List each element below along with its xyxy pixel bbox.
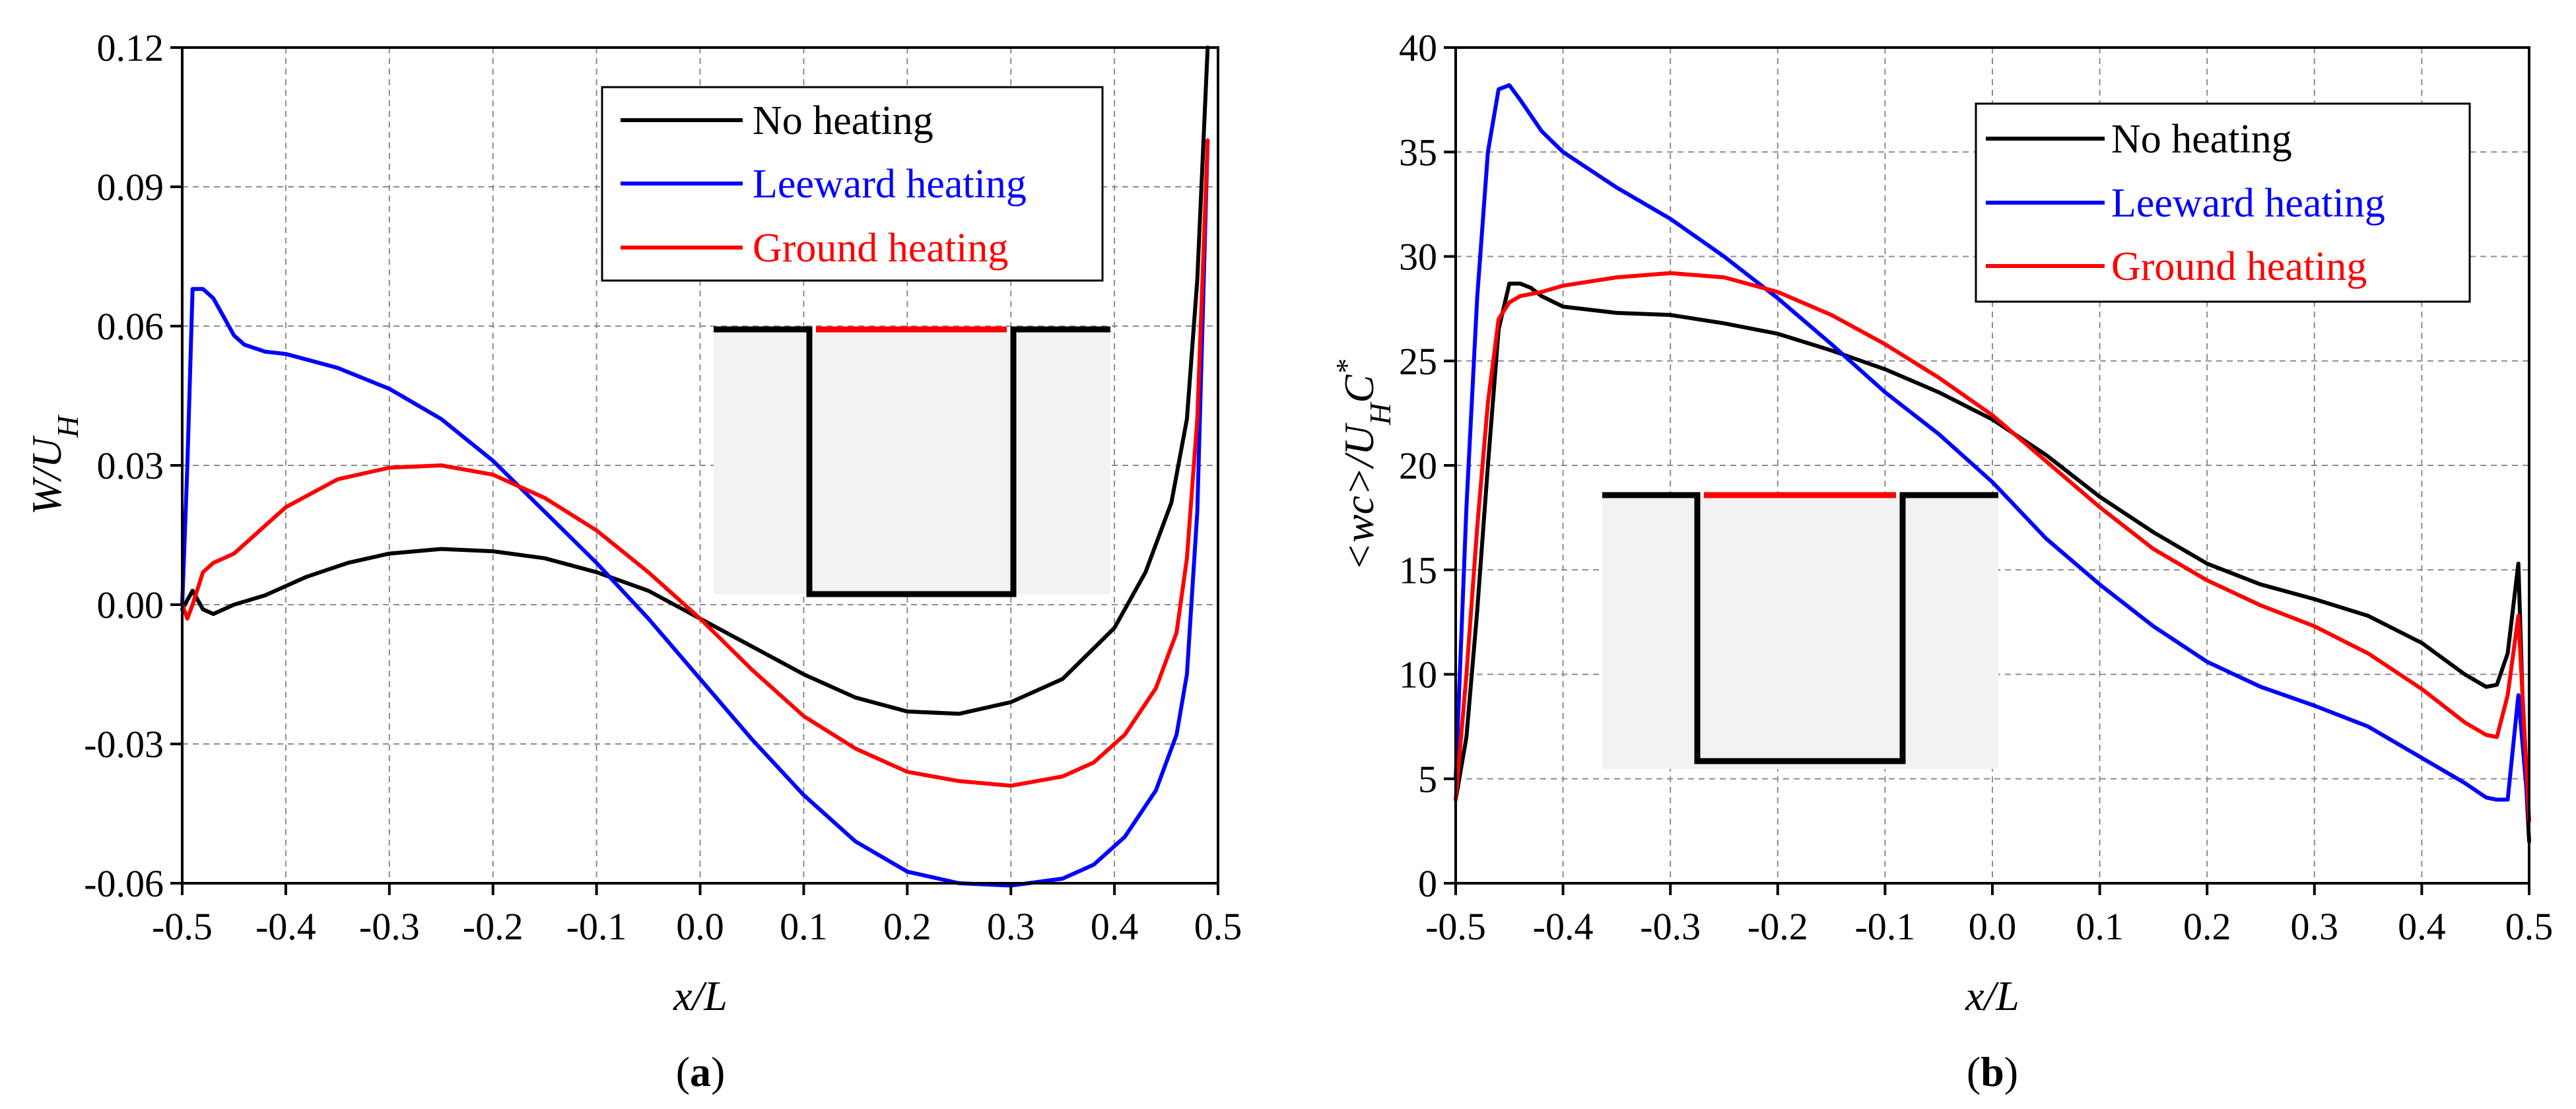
series-line-a-no-heating xyxy=(180,46,1210,716)
x-tick-label-a-7: 0.2 xyxy=(883,905,932,948)
y-tick-label-b-0: 0 xyxy=(1418,862,1437,905)
inset-a xyxy=(714,326,1110,597)
x-tick-label-a-6: 0.1 xyxy=(780,905,828,948)
x-axis-label-b: x/L xyxy=(1965,972,2019,1019)
y-tick-label-a-0: -0.06 xyxy=(84,862,164,905)
x-tick-label-b-4: -0.1 xyxy=(1854,905,1915,948)
chart-panel-a: -0.5 -0.4 -0.3 -0.2 -0.1 0.0 0.1 0.2 0.3 0.4 0.5 -0… xyxy=(23,26,1242,1095)
ticks-b: -0.5 -0.4 -0.3 -0.2 -0.1 0.0 0.1 0.2 0.3 0.4 0.5 0 5… xyxy=(1399,26,2553,948)
inset-b xyxy=(1602,492,1998,769)
legend-a-label-1: Leeward heating xyxy=(753,162,1027,207)
series-a xyxy=(180,46,1210,888)
inset-b-background xyxy=(1602,495,1998,769)
x-tick-label-a-0: -0.5 xyxy=(152,905,213,948)
inset-b-canyon-outline xyxy=(1602,492,1998,764)
x-tick-label-a-4: -0.1 xyxy=(566,905,627,948)
series-line-a-leeward-heating xyxy=(180,138,1210,888)
series-line-b-no-heating xyxy=(1454,281,2531,844)
y-tick-label-b-5: 25 xyxy=(1399,340,1437,383)
legend-b-label-1: Leeward heating xyxy=(2111,181,2385,226)
legend-b: No heating Leeward heating Ground heatin… xyxy=(1975,102,2471,303)
panel-label-a: (a) xyxy=(676,1048,726,1095)
series-line-a-ground-heating xyxy=(180,138,1210,788)
panel-label-b: (b) xyxy=(1967,1048,2018,1095)
x-tick-label-b-7: 0.2 xyxy=(2183,905,2231,948)
x-tick-label-b-10: 0.5 xyxy=(2505,905,2554,948)
inset-a-canyon-outline xyxy=(714,326,1110,597)
x-tick-label-b-3: -0.2 xyxy=(1747,905,1808,948)
y-tick-label-a-2: 0.00 xyxy=(97,584,164,626)
y-axis-label-a: W/UH xyxy=(23,414,85,515)
y-axis-label-b: <wc>/UHC* xyxy=(1330,360,1397,571)
x-tick-label-b-8: 0.3 xyxy=(2291,905,2339,948)
series-line-b-ground-heating xyxy=(1454,271,2531,823)
x-tick-label-b-0: -0.5 xyxy=(1425,905,1486,948)
x-axis-label-a: x/L xyxy=(673,972,728,1019)
x-tick-label-b-5: 0.0 xyxy=(1969,905,2017,948)
series-b xyxy=(1454,83,2531,844)
y-tick-label-b-6: 30 xyxy=(1399,236,1437,279)
x-tick-label-a-3: -0.2 xyxy=(463,905,524,948)
y-tick-label-a-3: 0.03 xyxy=(97,444,164,487)
y-tick-label-b-4: 20 xyxy=(1399,444,1437,487)
y-tick-label-b-8: 40 xyxy=(1399,26,1437,69)
legend-b-label-2: Ground heating xyxy=(2111,244,2367,289)
legend-a: No heating Leeward heating Ground heatin… xyxy=(601,86,1104,282)
y-tick-label-b-3: 15 xyxy=(1399,549,1437,591)
x-tick-label-a-10: 0.5 xyxy=(1194,905,1242,948)
chart-panel-b: -0.5 -0.4 -0.3 -0.2 -0.1 0.0 0.1 0.2 0.3 0.4 0.5 0 5… xyxy=(1330,26,2554,1095)
legend-b-label-0: No heating xyxy=(2111,117,2292,162)
x-tick-label-b-2: -0.3 xyxy=(1640,905,1701,948)
x-tick-label-a-2: -0.3 xyxy=(359,905,420,948)
x-tick-label-a-1: -0.4 xyxy=(255,905,316,948)
legend-a-label-2: Ground heating xyxy=(753,226,1008,271)
series-line-b-leeward-heating xyxy=(1454,83,2531,823)
x-tick-label-b-1: -0.4 xyxy=(1533,905,1594,948)
x-tick-label-b-9: 0.4 xyxy=(2398,905,2446,948)
y-tick-label-b-2: 10 xyxy=(1399,654,1437,696)
legend-a-label-0: No heating xyxy=(753,98,933,143)
x-tick-label-b-6: 0.1 xyxy=(2076,905,2124,948)
y-tick-label-a-5: 0.09 xyxy=(97,166,164,209)
x-tick-label-a-5: 0.0 xyxy=(676,905,724,948)
inset-a-background xyxy=(714,329,1110,594)
x-tick-label-a-9: 0.4 xyxy=(1091,905,1139,948)
y-tick-label-b-7: 35 xyxy=(1399,131,1437,174)
x-tick-label-a-8: 0.3 xyxy=(987,905,1035,948)
y-tick-label-a-6: 0.12 xyxy=(97,26,164,69)
y-tick-label-a-1: -0.03 xyxy=(84,723,164,766)
ticks-a: -0.5 -0.4 -0.3 -0.2 -0.1 0.0 0.1 0.2 0.3 0.4 0.5 -0… xyxy=(84,26,1242,948)
y-tick-label-b-1: 5 xyxy=(1418,758,1437,801)
y-tick-label-a-4: 0.06 xyxy=(97,305,164,348)
